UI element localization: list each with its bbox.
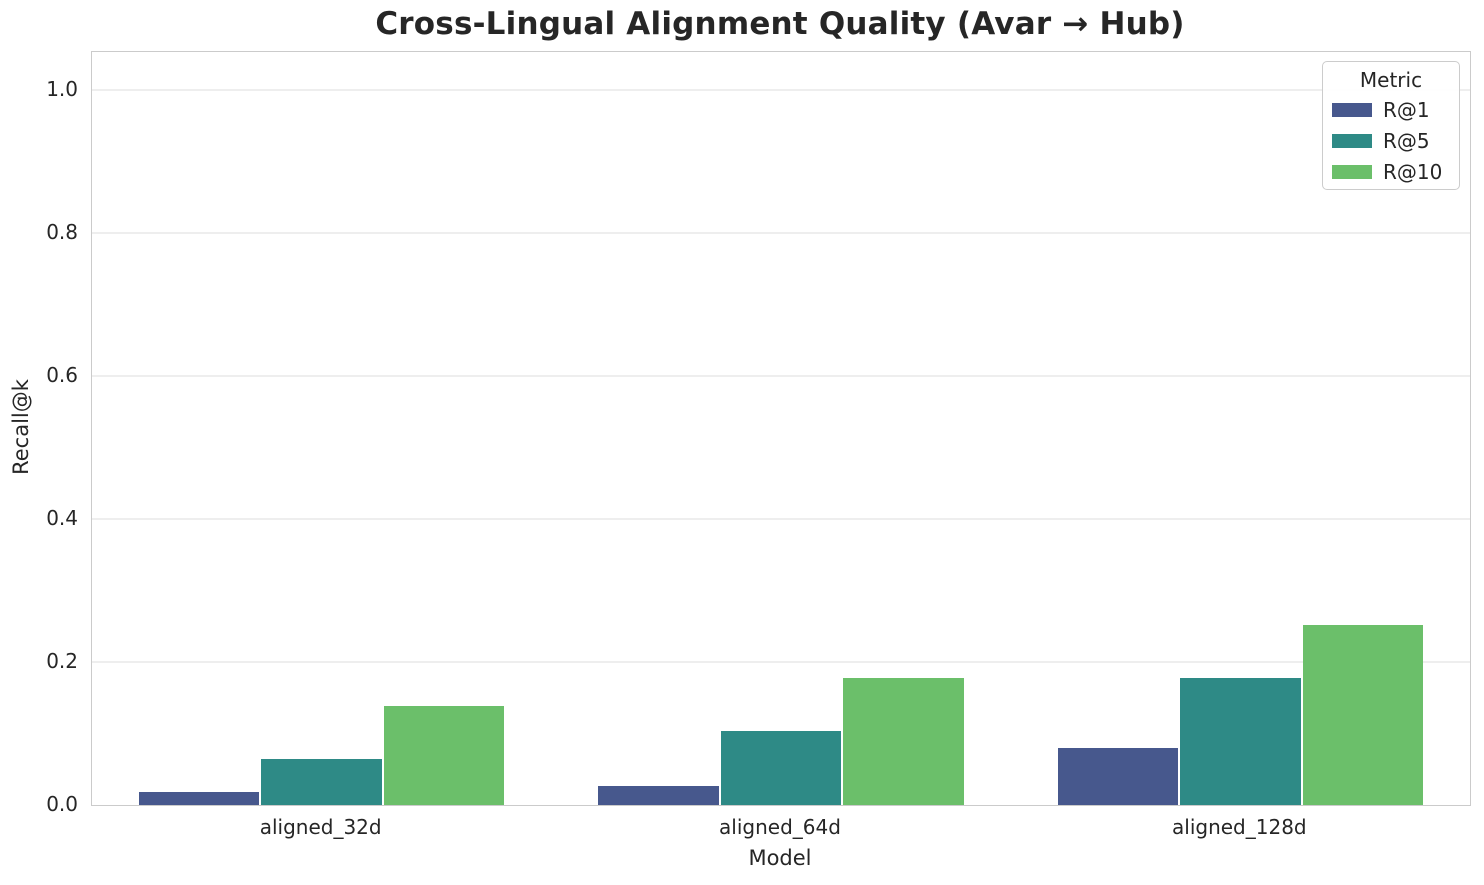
legend-swatch-r5	[1332, 133, 1372, 148]
x-axis-label: Model	[748, 846, 812, 870]
gridline	[92, 88, 1470, 91]
x-tick-label-aligned-128d: aligned_128d	[1172, 815, 1307, 839]
bar-r1-aligned-128d	[1057, 747, 1179, 805]
bar-r10-aligned-64d	[843, 678, 964, 805]
legend-title: Metric	[1359, 68, 1423, 92]
gridline	[92, 517, 1470, 520]
gridline	[92, 660, 1470, 663]
bar-r1-aligned-32d	[138, 792, 260, 805]
gridline	[92, 374, 1470, 377]
legend-label-r5: R@5	[1383, 128, 1430, 153]
bar-r5-aligned-64d	[720, 730, 842, 805]
legend-label-r10: R@10	[1383, 159, 1443, 184]
y-tick-label-1.0: 1.0	[46, 76, 78, 101]
y-tick-label-0.8: 0.8	[46, 219, 78, 244]
y-tick-label-0.6: 0.6	[46, 362, 78, 387]
legend-swatch-r1	[1332, 102, 1372, 117]
plot-area	[91, 51, 1471, 806]
bar-r10-aligned-128d	[1302, 624, 1424, 805]
y-tick-label-0.0: 0.0	[46, 792, 78, 816]
y-tick-label-0.4: 0.4	[46, 505, 78, 530]
bar-r5-aligned-32d	[261, 759, 382, 805]
legend-item-r10: R@10	[1323, 156, 1459, 187]
x-tick-label-aligned-64d: aligned_64d	[719, 815, 841, 839]
legend-item-r5: R@5	[1323, 125, 1459, 156]
legend-label-r1: R@1	[1383, 97, 1430, 122]
legend-items: R@1 R@5 R@10	[1323, 94, 1459, 187]
legend-item-r1: R@1	[1323, 94, 1459, 125]
legend-swatch-r10	[1332, 164, 1372, 179]
bar-r10-aligned-32d	[383, 706, 505, 805]
y-axis-label: Recall@k	[9, 379, 33, 475]
chart-title: Cross-Lingual Alignment Quality (Avar → …	[375, 6, 1185, 42]
y-tick-label-0.2: 0.2	[46, 648, 78, 673]
x-tick-label-aligned-32d: aligned_32d	[259, 815, 382, 839]
legend: Metric R@1 R@5 R@10	[1322, 61, 1460, 190]
gridline	[92, 231, 1470, 234]
bar-r1-aligned-64d	[598, 786, 719, 805]
bar-r5-aligned-128d	[1180, 677, 1301, 805]
